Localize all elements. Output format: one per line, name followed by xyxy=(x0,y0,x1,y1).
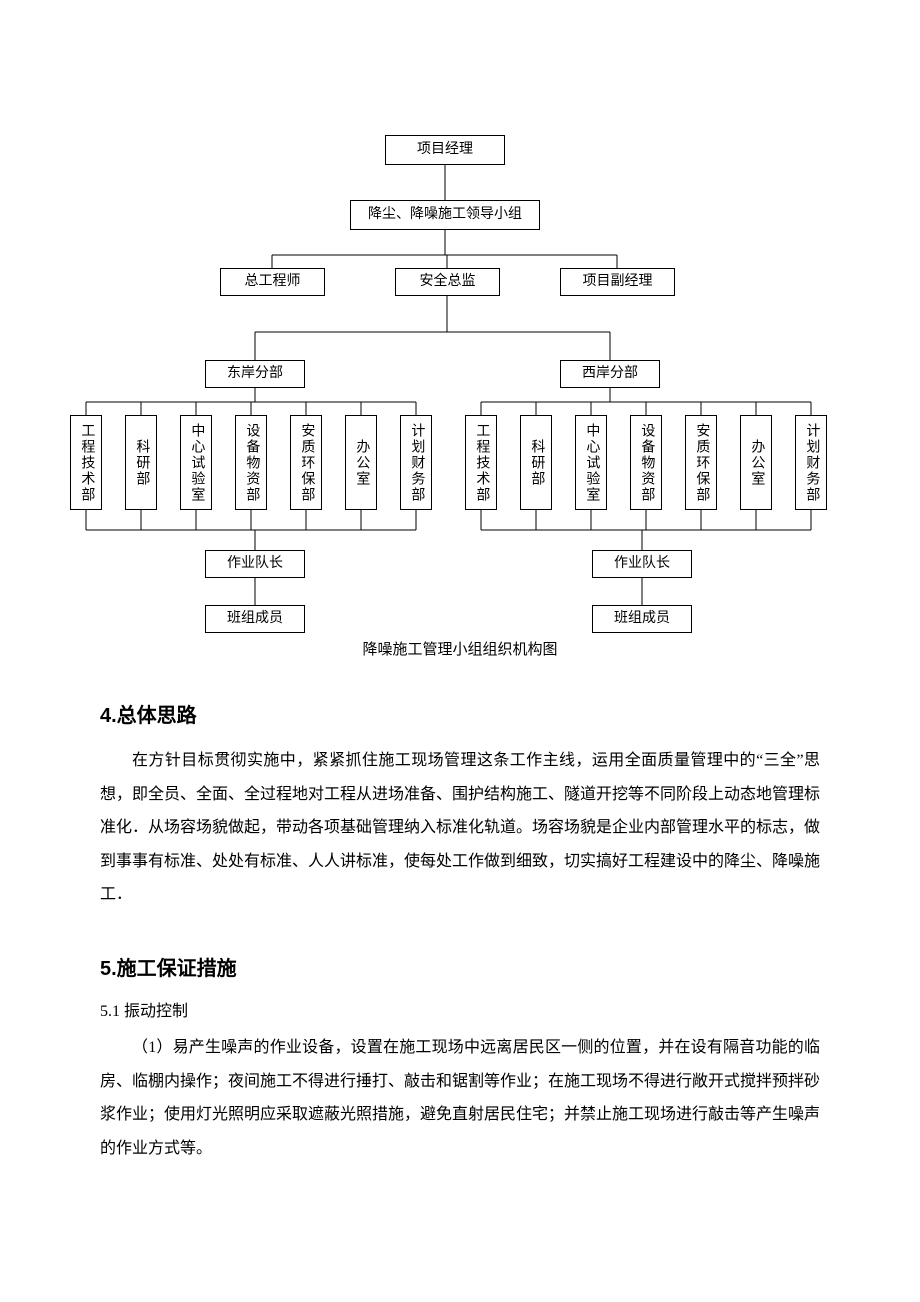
para-5-1: （1）易产生噪声的作业设备，设置在施工现场中远离居民区一侧的位置，并在设有隔音功… xyxy=(100,1031,820,1165)
chart-caption: 降噪施工管理小组组织机构图 xyxy=(100,638,820,659)
org-node-n10: 作业队长 xyxy=(592,550,692,578)
org-node-e7: 计划财务部 xyxy=(795,415,827,510)
heading-5: 5.施工保证措施 xyxy=(100,952,820,981)
org-node-d1: 工程技术部 xyxy=(70,415,102,510)
org-node-n6: 东岸分部 xyxy=(205,360,305,388)
heading-4: 4.总体思路 xyxy=(100,699,820,728)
org-node-n11: 班组成员 xyxy=(592,605,692,633)
org-node-n3: 总工程师 xyxy=(220,268,325,296)
org-node-d7: 计划财务部 xyxy=(400,415,432,510)
org-node-n5: 项目副经理 xyxy=(560,268,675,296)
org-node-n8: 作业队长 xyxy=(205,550,305,578)
org-node-n7: 西岸分部 xyxy=(560,360,660,388)
para-4: 在方针目标贯彻实施中，紧紧抓住施工现场管理这条工作主线，运用全面质量管理中的“三… xyxy=(100,744,820,912)
chart-edges xyxy=(70,100,830,630)
org-node-d5: 安质环保部 xyxy=(290,415,322,510)
org-node-e4: 设备物资部 xyxy=(630,415,662,510)
org-node-d4: 设备物资部 xyxy=(235,415,267,510)
org-node-e3: 中心试验室 xyxy=(575,415,607,510)
org-node-n4: 安全总监 xyxy=(395,268,500,296)
org-node-e1: 工程技术部 xyxy=(465,415,497,510)
org-node-n2: 降尘、降噪施工领导小组 xyxy=(350,200,540,230)
org-node-e6: 办公室 xyxy=(740,415,772,510)
org-chart: 项目经理降尘、降噪施工领导小组总工程师 安全总监 项目副经理东岸分部 西岸分部工程技术… xyxy=(70,100,830,630)
subheading-5-1: 5.1 振动控制 xyxy=(100,997,820,1021)
org-node-d3: 中心试验室 xyxy=(180,415,212,510)
org-node-e5: 安质环保部 xyxy=(685,415,717,510)
org-node-d2: 科研部 xyxy=(125,415,157,510)
org-node-e2: 科研部 xyxy=(520,415,552,510)
org-node-n1: 项目经理 xyxy=(385,135,505,165)
org-node-n9: 班组成员 xyxy=(205,605,305,633)
org-node-d6: 办公室 xyxy=(345,415,377,510)
